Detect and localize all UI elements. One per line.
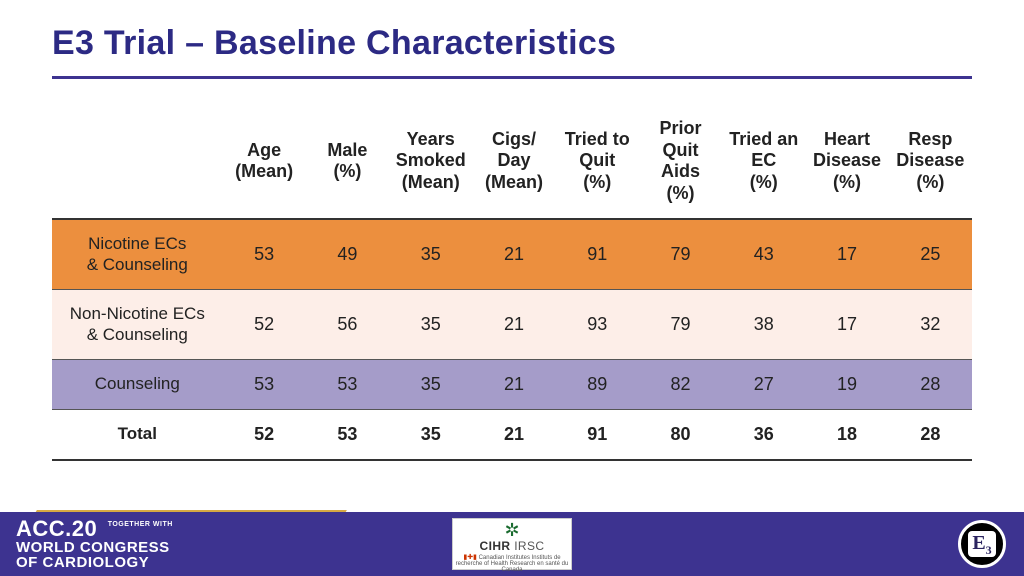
cell: 25 [889, 219, 972, 289]
cell: 28 [889, 409, 972, 460]
cell: 35 [389, 409, 472, 460]
cihr-logo: ✲ CIHR IRSC ▮✚▮ Canadian Institutes Inst… [452, 518, 572, 570]
acc20-together-with: TOGETHER WITH [102, 518, 173, 528]
cihr-subtext: ▮✚▮ Canadian Institutes Instituts de rec… [453, 554, 571, 573]
cell: 32 [889, 290, 972, 360]
cell: 53 [306, 359, 389, 409]
title-underline [52, 76, 972, 79]
col-header: Years Smoked(Mean) [389, 108, 472, 219]
cell: 53 [223, 359, 306, 409]
total-row: Total525335219180361828 [52, 409, 972, 460]
cell: 21 [472, 409, 555, 460]
cell: 79 [639, 219, 722, 289]
col-header: PriorQuitAids(%) [639, 108, 722, 219]
header-row: Age(Mean)Male(%)Years Smoked(Mean)Cigs/D… [52, 108, 972, 219]
baseline-table-wrap: Age(Mean)Male(%)Years Smoked(Mean)Cigs/D… [52, 108, 972, 461]
cell: 36 [722, 409, 805, 460]
acc20-line2: WORLD CONGRESS [16, 540, 173, 555]
cell: 27 [722, 359, 805, 409]
col-header: Heart Disease(%) [805, 108, 888, 219]
slide: E3 Trial – Baseline Characteristics Age(… [0, 0, 1024, 576]
cell: 35 [389, 290, 472, 360]
acc20-logo: ACC.20 TOGETHER WITH WORLD CONGRESS OF C… [16, 518, 173, 570]
cell: 82 [639, 359, 722, 409]
leaf-icon: ✲ [453, 521, 571, 539]
cell: 53 [306, 409, 389, 460]
cell: 89 [556, 359, 639, 409]
footer-bar: ACC.20 TOGETHER WITH WORLD CONGRESS OF C… [0, 512, 1024, 576]
cell: 49 [306, 219, 389, 289]
e3-logo-text: E3 [968, 531, 995, 557]
cell: 52 [223, 290, 306, 360]
cell: 21 [472, 290, 555, 360]
cell: 56 [306, 290, 389, 360]
e3-logo: E3 [958, 520, 1006, 568]
table-row: Counseling535335218982271928 [52, 359, 972, 409]
cell: 21 [472, 219, 555, 289]
cihr-text: CIHR IRSC [453, 539, 571, 553]
cell: 35 [389, 359, 472, 409]
cell: 80 [639, 409, 722, 460]
col-header: Male(%) [306, 108, 389, 219]
cell: 35 [389, 219, 472, 289]
irsc-label: IRSC [514, 539, 544, 553]
cell: 43 [722, 219, 805, 289]
row-label: Nicotine ECs& Counseling [52, 219, 223, 289]
acc20-line1: ACC.20 [16, 518, 97, 540]
row-label: Counseling [52, 359, 223, 409]
cell: 17 [805, 290, 888, 360]
cell: 17 [805, 219, 888, 289]
cell: 93 [556, 290, 639, 360]
row-label: Total [52, 409, 223, 460]
cell: 53 [223, 219, 306, 289]
cell: 19 [805, 359, 888, 409]
cell: 21 [472, 359, 555, 409]
col-header: Tried to Quit(%) [556, 108, 639, 219]
baseline-table: Age(Mean)Male(%)Years Smoked(Mean)Cigs/D… [52, 108, 972, 461]
cell: 18 [805, 409, 888, 460]
cell: 91 [556, 219, 639, 289]
row-label: Non-Nicotine ECs& Counseling [52, 290, 223, 360]
col-header: Tried an EC(%) [722, 108, 805, 219]
cell: 52 [223, 409, 306, 460]
cell: 38 [722, 290, 805, 360]
table-body: Nicotine ECs& Counseling5349352191794317… [52, 219, 972, 460]
cihr-label: CIHR [480, 539, 511, 553]
header-blank [52, 108, 223, 219]
col-header: Age(Mean) [223, 108, 306, 219]
table-row: Non-Nicotine ECs& Counseling525635219379… [52, 290, 972, 360]
table-row: Nicotine ECs& Counseling5349352191794317… [52, 219, 972, 289]
col-header: Resp Disease(%) [889, 108, 972, 219]
cell: 79 [639, 290, 722, 360]
slide-title: E3 Trial – Baseline Characteristics [52, 24, 616, 63]
col-header: Cigs/Day(Mean) [472, 108, 555, 219]
cell: 28 [889, 359, 972, 409]
acc20-line3: OF CARDIOLOGY [16, 555, 173, 570]
cell: 91 [556, 409, 639, 460]
table-head: Age(Mean)Male(%)Years Smoked(Mean)Cigs/D… [52, 108, 972, 219]
